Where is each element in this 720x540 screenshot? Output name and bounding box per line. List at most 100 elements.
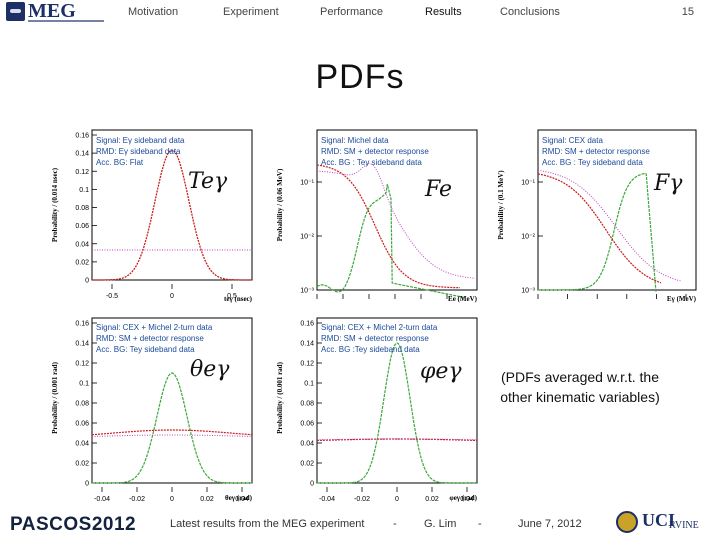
plot-fg-xlabel: Eγ (MeV): [667, 295, 697, 303]
plot-theta-svg: 0.16 0.14 0.12 0.1 0.08 0.06 0.04 0.02 0 -0.04 -0…: [51, 317, 253, 503]
x-tick-label: -0.04: [319, 496, 335, 503]
plot-teg-symbol: Teγ: [188, 169, 228, 194]
x-tick-label: -0.5: [106, 293, 118, 300]
y-tick-label: 0.08: [75, 401, 89, 408]
legend-rmd: RMD: SM + detector response: [542, 147, 650, 156]
plot-teg-svg: 0.16 0.14 0.12 0.1 0.08 0.06 0.04 0.02 0 -0.5 0 0.…: [51, 129, 253, 303]
y-tick-label: 0.06: [300, 421, 314, 428]
plot-teg-ylabel: Probability / (0.014 nsec): [51, 167, 59, 242]
plot-theta-symbol: θeγ: [190, 357, 230, 382]
plot-fe-symbol: Fe: [425, 177, 453, 202]
legend-signal: Signal: Eγ sideband data: [96, 136, 185, 145]
y-tick-label: 10⁻³: [521, 288, 535, 295]
legend-rmd: RMD: SM + detector response: [321, 147, 429, 156]
x-tick-label: 0.5: [227, 293, 237, 300]
x-tick-label: -0.02: [354, 496, 370, 503]
legend-bg: Acc. BG : Tey sideband data: [542, 158, 643, 167]
meg-logo: MEG: [6, 0, 106, 26]
y-tick-label: 0.16: [300, 321, 314, 328]
x-tick-label: 0.02: [200, 496, 214, 503]
legend-rmd: RMD: SM + detector response: [96, 334, 204, 343]
y-tick-label: 0.02: [75, 259, 89, 266]
y-tick-label: 0.12: [75, 169, 89, 176]
plot-fe-svg: 10⁻¹10⁻²10⁻³ 505152535455 Probability / …: [276, 129, 478, 303]
nav-experiment[interactable]: Experiment: [223, 6, 279, 18]
y-tick-label: 0.1: [79, 381, 89, 388]
legend-bg: Acc. BG: Tey sideband data: [96, 345, 195, 354]
plot-fg-legend: Signal: CEX data RMD: SM + detector resp…: [542, 135, 650, 168]
nav-results[interactable]: Results: [425, 6, 462, 18]
y-tick-label: 0.1: [79, 187, 89, 194]
plot-fg-svg: 10⁻¹10⁻²10⁻³ 485052545658 Probability / …: [497, 129, 697, 303]
plot-phi-legend: Signal: CEX + Michel 2-turn data RMD: SM…: [321, 322, 437, 355]
x-tick-label: -0.02: [129, 496, 145, 503]
legend-bg: Acc. BG :Tey sideband data: [321, 345, 420, 354]
footer-separator: -: [393, 518, 397, 530]
footer-date: June 7, 2012: [518, 518, 582, 530]
y-tick-label: 0.14: [75, 341, 89, 348]
x-tick-label: 0: [395, 496, 399, 503]
plot-teg-xlabel: teγ (nsec): [224, 295, 253, 303]
legend-signal: Signal: CEX + Michel 2-turn data: [96, 323, 213, 332]
y-tick-label: 10⁻¹: [300, 180, 314, 187]
plot-theta: 0.16 0.14 0.12 0.1 0.08 0.06 0.04 0.02 0 -0.04 -0…: [50, 313, 258, 503]
x-tick-label: 0: [170, 293, 174, 300]
plot-fe-xlabel: Ee (MeV): [448, 295, 478, 303]
plot-fg-ylabel: Probability / (0.1 MeV): [497, 170, 505, 240]
legend-signal: Signal: CEX + Michel 2-turn data: [321, 323, 438, 332]
footer-separator: -: [478, 518, 482, 530]
legend-signal: Signal: CEX data: [542, 136, 603, 145]
nav-motivation[interactable]: Motivation: [128, 6, 179, 18]
conference-logo: PASCOS2012: [10, 514, 136, 536]
y-tick-label: 0.16: [75, 133, 89, 140]
y-tick-label: 0.02: [300, 461, 314, 468]
y-tick-label: 0.04: [75, 441, 89, 448]
uci-logo-subtext: RVINE: [669, 520, 699, 531]
plot-fg-symbol: Fγ: [654, 171, 683, 196]
y-tick-label: 0: [85, 278, 89, 285]
legend-signal: Signal: Michel data: [321, 136, 389, 145]
conference-name: PASCOS: [10, 514, 92, 535]
meg-logo-underline: [28, 20, 104, 22]
plot-phi-xlabel: φeγ (rad): [449, 494, 477, 502]
y-tick-label: 0.14: [75, 151, 89, 158]
nav-performance[interactable]: Performance: [320, 6, 383, 18]
y-tick-label: 0.08: [300, 401, 314, 408]
nav-conclusions[interactable]: Conclusions: [500, 6, 560, 18]
legend-bg: Acc. BG: Flat: [96, 158, 144, 167]
y-tick-label: 0.06: [75, 421, 89, 428]
y-tick-label: 0.16: [75, 321, 89, 328]
plot-theta-xlabel: θeγ (rad): [225, 494, 253, 502]
x-tick-label: 0.04: [235, 496, 249, 503]
y-tick-label: 0.06: [75, 223, 89, 230]
averaging-note: (PDFs averaged w.r.t. the other kinemati…: [500, 369, 660, 405]
uci-seal-icon: [616, 511, 638, 533]
page-number: 15: [681, 6, 694, 18]
plot-fe-ylabel: Probability / (0.06 MeV): [276, 168, 284, 241]
x-tick-label: 0: [170, 496, 174, 503]
slide-title: PDFs: [315, 58, 405, 96]
y-tick-label: 0.14: [300, 341, 314, 348]
plot-fe: 10⁻¹10⁻²10⁻³ 505152535455 Probability / …: [275, 125, 483, 303]
plot-fe-legend: Signal: Michel data RMD: SM + detector r…: [321, 135, 429, 168]
meg-logo-text: MEG: [28, 0, 76, 22]
y-tick-label: 0.1: [304, 381, 314, 388]
footer-author: G. Lim: [424, 518, 457, 530]
y-tick-label: 0.04: [300, 441, 314, 448]
y-tick-label: 10⁻¹: [521, 180, 535, 187]
y-tick-label: 0.12: [75, 361, 89, 368]
y-tick-label: 0.08: [75, 205, 89, 212]
plot-phi-ylabel: Probability / (0.001 rad): [276, 361, 284, 433]
slide-footer: PASCOS2012 Latest results from the MEG e…: [0, 508, 720, 540]
x-tick-label: 0.04: [460, 496, 474, 503]
plot-theta-legend: Signal: CEX + Michel 2-turn data RMD: SM…: [96, 322, 212, 355]
conference-year: 2012: [91, 514, 137, 535]
legend-rmd: RMD: SM + detector response: [321, 334, 429, 343]
x-tick-label: 0.02: [425, 496, 439, 503]
legend-rmd: RMD: Eγ sideband data: [96, 147, 181, 156]
y-tick-label: 10⁻²: [521, 234, 535, 241]
plot-fg: 10⁻¹10⁻²10⁻³ 485052545658 Probability / …: [496, 125, 704, 303]
y-tick-label: 0: [85, 481, 89, 488]
y-tick-label: 0.12: [300, 361, 314, 368]
footer-talk-title: Latest results from the MEG experiment: [170, 518, 365, 530]
